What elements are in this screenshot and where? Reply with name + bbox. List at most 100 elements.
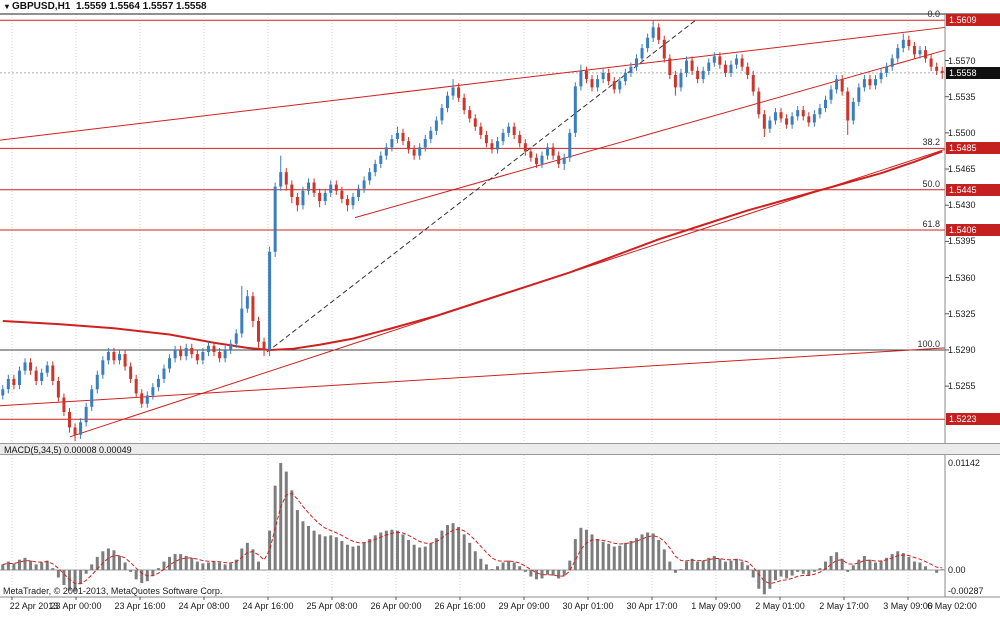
macd-histogram-bar bbox=[234, 559, 238, 570]
macd-histogram-bar bbox=[457, 526, 461, 570]
macd-histogram-bar bbox=[657, 540, 661, 570]
macd-histogram-bar bbox=[718, 558, 722, 570]
macd-histogram-bar bbox=[134, 570, 138, 580]
macd-histogram-bar bbox=[924, 566, 928, 570]
candle-body bbox=[323, 192, 327, 202]
macd-histogram-bar bbox=[634, 538, 638, 570]
macd-histogram-bar bbox=[418, 547, 422, 570]
candle-body bbox=[318, 192, 322, 202]
macd-histogram-bar bbox=[318, 534, 322, 570]
macd-signal-line bbox=[2, 492, 943, 585]
macd-histogram-bar bbox=[62, 570, 66, 585]
macd-histogram-bar bbox=[268, 530, 272, 570]
macd-histogram-bar bbox=[918, 562, 922, 570]
time-axis-label: 23 Apr 00:00 bbox=[50, 601, 102, 611]
chart-title: ▾ GBPUSD,H1 1.5559 1.5564 1.5557 1.5558 bbox=[5, 1, 207, 12]
candle-body bbox=[251, 296, 255, 322]
macd-histogram-bar bbox=[67, 570, 71, 591]
macd-histogram-bar bbox=[490, 569, 494, 570]
time-axis-label: 26 Apr 16:00 bbox=[434, 601, 486, 611]
macd-histogram-bar bbox=[685, 561, 689, 570]
fibo-level-label: 50.0 bbox=[922, 178, 940, 189]
candle-body bbox=[290, 184, 294, 197]
candle-body bbox=[507, 126, 511, 133]
time-axis-label: 2 May 17:00 bbox=[819, 601, 869, 611]
macd-histogram-bar bbox=[73, 570, 77, 592]
macd-histogram-bar bbox=[785, 570, 789, 579]
candle-body bbox=[812, 114, 816, 123]
candle-body bbox=[312, 182, 316, 193]
candle-body bbox=[240, 308, 244, 334]
macd-histogram-bar bbox=[301, 521, 305, 570]
candle-body bbox=[479, 126, 483, 135]
macd-histogram-bar bbox=[773, 570, 777, 581]
macd-histogram-bar bbox=[229, 563, 233, 570]
macd-histogram-bar bbox=[651, 533, 655, 570]
candle-body bbox=[590, 79, 594, 88]
macd-histogram-bar bbox=[601, 541, 605, 570]
macd-histogram-bar bbox=[423, 546, 427, 570]
candle-body bbox=[357, 188, 361, 197]
candle-body bbox=[379, 155, 383, 164]
macd-histogram-bar bbox=[835, 552, 839, 570]
macd-histogram-bar bbox=[223, 564, 227, 570]
macd-histogram-bar bbox=[690, 558, 694, 570]
candle-body bbox=[67, 411, 71, 428]
candle-body bbox=[151, 387, 155, 396]
macd-histogram-bar bbox=[857, 559, 861, 570]
macd-histogram-bar bbox=[168, 556, 172, 570]
macd-histogram-bar bbox=[846, 570, 850, 572]
candle-body bbox=[773, 112, 777, 121]
candle-body bbox=[584, 70, 588, 80]
candle-body bbox=[896, 48, 900, 59]
macd-histogram-bar bbox=[95, 556, 99, 570]
candle-body bbox=[596, 79, 600, 88]
candle-body bbox=[17, 370, 21, 386]
macd-histogram-bar bbox=[590, 534, 594, 570]
candle-body bbox=[929, 58, 933, 67]
candle-body bbox=[168, 358, 172, 369]
time-axis-label: 22 Apr 2013 bbox=[9, 601, 59, 611]
fibo-price-tag: 1.5445 bbox=[946, 183, 1000, 196]
candle-body bbox=[518, 134, 522, 144]
candle-body bbox=[407, 141, 411, 150]
macd-histogram-bar bbox=[546, 570, 550, 575]
price-axis-label: 1.5360 bbox=[948, 272, 976, 283]
macd-histogram-bar bbox=[440, 530, 444, 570]
candle-body bbox=[56, 380, 60, 398]
macd-histogram-bar bbox=[629, 540, 633, 570]
candle-body bbox=[245, 296, 249, 309]
candle-body bbox=[501, 132, 505, 142]
price-axis[interactable] bbox=[945, 14, 1000, 597]
price-axis-label: 1.5290 bbox=[948, 344, 976, 355]
candle-body bbox=[657, 27, 661, 40]
macd-histogram-bar bbox=[723, 561, 727, 570]
candle-body bbox=[12, 378, 16, 386]
candle-body bbox=[823, 99, 827, 109]
macd-histogram-bar bbox=[129, 570, 133, 572]
candle-body bbox=[762, 114, 766, 129]
candle-body bbox=[573, 86, 577, 133]
candle-body bbox=[718, 56, 722, 65]
macd-histogram-bar bbox=[51, 568, 55, 570]
candle-body bbox=[496, 141, 500, 150]
candle-body bbox=[23, 362, 27, 371]
price-axis-label: 1.5500 bbox=[948, 127, 976, 138]
macd-histogram-bar bbox=[818, 568, 822, 570]
fibo-price-tag: 1.5485 bbox=[946, 142, 1000, 155]
panel-separator[interactable] bbox=[0, 443, 1000, 455]
candle-body bbox=[395, 132, 399, 140]
candle-body bbox=[490, 143, 494, 150]
time-axis[interactable] bbox=[0, 597, 1000, 621]
price-axis-label: 1.5255 bbox=[948, 381, 976, 392]
macd-histogram-bar bbox=[357, 545, 361, 570]
chart-menu-icon[interactable]: ▾ bbox=[5, 2, 10, 11]
macd-histogram-bar bbox=[6, 561, 10, 570]
candle-body bbox=[423, 139, 427, 148]
candle-body bbox=[612, 81, 616, 90]
macd-histogram-bar bbox=[484, 564, 488, 570]
macd-histogram-bar bbox=[212, 561, 216, 570]
time-axis-label: 2 May 01:00 bbox=[755, 601, 805, 611]
macd-histogram-bar bbox=[729, 560, 733, 570]
